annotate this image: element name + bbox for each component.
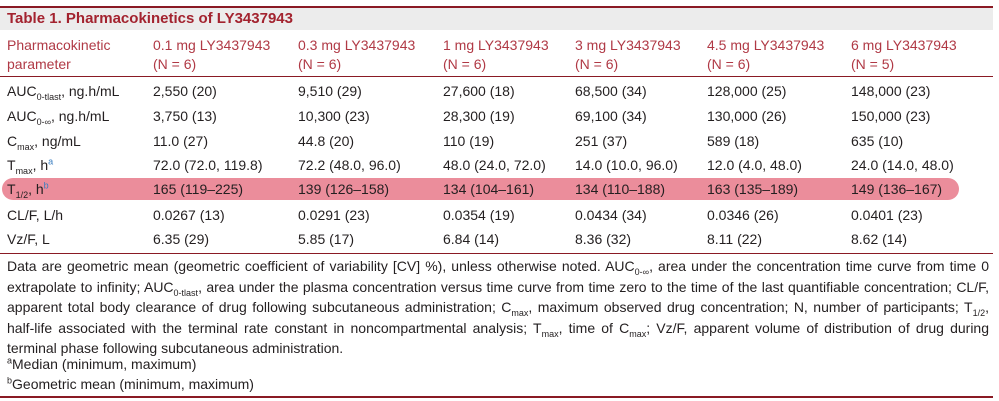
- header-col-6-line2: (N = 5): [851, 56, 895, 72]
- row-label: Tmax, ha: [7, 156, 54, 176]
- cell-value: 110 (19): [443, 133, 495, 149]
- row-label: AUC0-∞, ng.h/mL: [7, 108, 110, 127]
- cell-value: 69,100 (34): [575, 108, 647, 124]
- header-col-0-line2: parameter: [7, 56, 71, 72]
- table-title: Table 1. Pharmacokinetics of LY3437943: [7, 10, 293, 27]
- cell-value: 148,000 (23): [851, 83, 931, 99]
- cell-value: 134 (104–161): [443, 181, 535, 197]
- header-col-4-line2: (N = 6): [575, 56, 619, 72]
- row-label: AUC0-tlast, ng.h/mL: [7, 83, 120, 102]
- footnote-b: bGeometric mean (minimum, maximum): [7, 375, 254, 392]
- highlight-band: [2, 178, 959, 200]
- cell-value: 11.0 (27): [153, 133, 208, 149]
- header-col-4-line1: 3 mg LY3437943: [575, 37, 681, 53]
- footnote-a: aMedian (minimum, maximum): [7, 355, 197, 372]
- row-label: Vz/F, L: [7, 231, 50, 247]
- cell-value: 24.0 (14.0, 48.0): [851, 157, 954, 173]
- body-rule: [0, 253, 993, 254]
- cell-value: 149 (136–167): [851, 181, 943, 197]
- cell-value: 6.84 (14): [443, 231, 500, 247]
- header-col-5-line2: (N = 6): [707, 56, 751, 72]
- cell-value: 0.0354 (19): [443, 207, 515, 223]
- cell-value: 0.0291 (23): [298, 207, 370, 223]
- table-notes: Data are geometric mean (geometric coeff…: [7, 258, 990, 357]
- cell-value: 44.8 (20): [298, 133, 355, 149]
- cell-value: 8.62 (14): [851, 231, 908, 247]
- cell-value: 635 (10): [851, 133, 904, 149]
- cell-value: 163 (135–189): [707, 181, 799, 197]
- header-col-1-line2: (N = 6): [153, 56, 197, 72]
- row-label: T1/2, hb: [7, 180, 49, 200]
- cell-value: 3,750 (13): [153, 108, 217, 124]
- cell-value: 27,600 (18): [443, 83, 515, 99]
- cell-value: 0.0267 (13): [153, 207, 225, 223]
- header-rule: [0, 76, 993, 77]
- header-col-2-line2: (N = 6): [298, 56, 342, 72]
- cell-value: 139 (126–158): [298, 181, 390, 197]
- cell-value: 2,550 (20): [153, 83, 217, 99]
- cell-value: 28,300 (19): [443, 108, 515, 124]
- cell-value: 10,300 (23): [298, 108, 370, 124]
- header-col-3-line1: 1 mg LY3437943: [443, 37, 549, 53]
- cell-value: 165 (119–225): [153, 181, 244, 197]
- cell-value: 12.0 (4.0, 48.0): [707, 157, 802, 173]
- cell-value: 251 (37): [575, 133, 628, 149]
- row-label: Cmax, ng/mL: [7, 133, 81, 152]
- cell-value: 8.11 (22): [707, 231, 762, 247]
- cell-value: 6.35 (29): [153, 231, 210, 247]
- header-col-2-line1: 0.3 mg LY3437943: [298, 37, 416, 53]
- header-col-0-line1: Pharmacokinetic: [7, 37, 111, 53]
- header-col-3-line2: (N = 6): [443, 56, 487, 72]
- header-col-5-line1: 4.5 mg LY3437943: [707, 37, 825, 53]
- cell-value: 0.0401 (23): [851, 207, 923, 223]
- cell-value: 589 (18): [707, 133, 760, 149]
- header-col-1-line1: 0.1 mg LY3437943: [153, 37, 271, 53]
- cell-value: 5.85 (17): [298, 231, 355, 247]
- cell-value: 128,000 (25): [707, 83, 787, 99]
- cell-value: 130,000 (26): [707, 108, 787, 124]
- cell-value: 0.0434 (34): [575, 207, 647, 223]
- bottom-rule: [0, 396, 993, 398]
- table-title-bar: Table 1. Pharmacokinetics of LY3437943: [0, 6, 993, 30]
- cell-value: 48.0 (24.0, 72.0): [443, 157, 546, 173]
- row-label: CL/F, L/h: [7, 207, 64, 223]
- cell-value: 14.0 (10.0, 96.0): [575, 157, 678, 173]
- cell-value: 8.36 (32): [575, 231, 632, 247]
- cell-value: 68,500 (34): [575, 83, 647, 99]
- cell-value: 72.2 (48.0, 96.0): [298, 157, 401, 173]
- cell-value: 72.0 (72.0, 119.8): [153, 157, 263, 173]
- cell-value: 150,000 (23): [851, 108, 931, 124]
- cell-value: 0.0346 (26): [707, 207, 779, 223]
- cell-value: 9,510 (29): [298, 83, 362, 99]
- header-col-6-line1: 6 mg LY3437943: [851, 37, 957, 53]
- cell-value: 134 (110–188): [575, 181, 666, 197]
